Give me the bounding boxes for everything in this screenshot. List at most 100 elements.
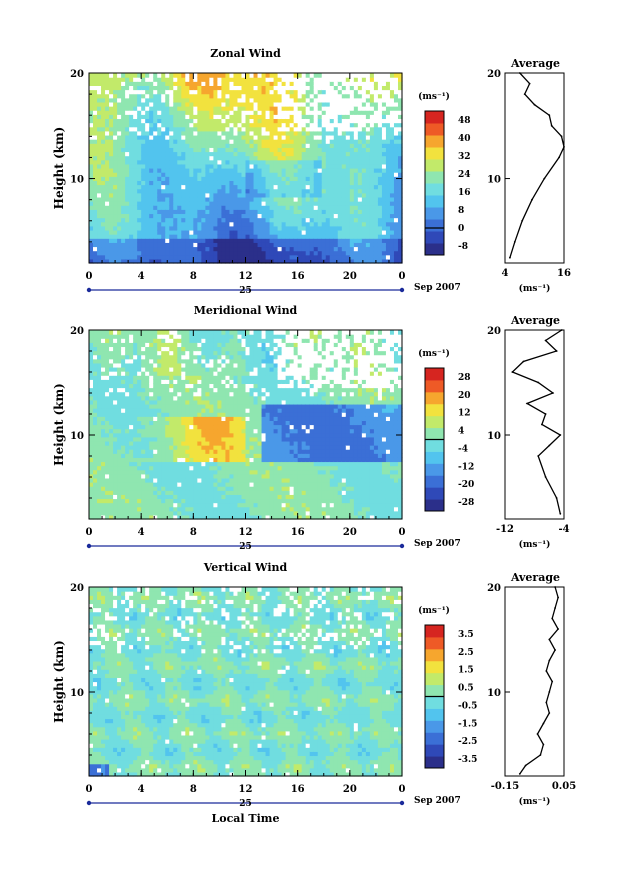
heatmap-cell bbox=[141, 143, 146, 148]
heatmap-cell bbox=[237, 77, 243, 82]
heatmap-cell bbox=[141, 97, 146, 103]
heatmap-cell bbox=[301, 176, 307, 181]
heatmap-cell bbox=[325, 106, 331, 111]
heatmap-cell bbox=[101, 139, 106, 144]
heatmap-cell bbox=[93, 159, 98, 165]
heatmap-cell bbox=[149, 172, 154, 177]
heatmap-cell bbox=[385, 225, 391, 231]
heatmap-cell bbox=[261, 163, 267, 169]
heatmap-cell bbox=[205, 110, 210, 115]
heatmap-cell bbox=[205, 209, 210, 215]
heatmap-cell bbox=[105, 184, 110, 190]
heatmap-cell bbox=[153, 465, 158, 471]
heatmap-cell bbox=[193, 498, 198, 504]
heatmap-cell bbox=[149, 97, 154, 103]
heatmap-cell bbox=[337, 85, 343, 91]
heatmap-cell bbox=[257, 242, 263, 248]
heatmap-cell bbox=[137, 180, 142, 186]
heatmap-cell bbox=[317, 101, 323, 107]
heatmap-cell bbox=[181, 428, 186, 434]
heatmap-cell bbox=[325, 110, 331, 115]
heatmap-cell bbox=[285, 81, 291, 86]
heatmap-cell bbox=[153, 383, 158, 389]
heatmap-cell bbox=[177, 424, 182, 430]
heatmap-cell bbox=[273, 229, 279, 235]
heatmap-cell bbox=[237, 242, 243, 248]
heatmap-cell bbox=[245, 201, 251, 206]
heatmap-cell bbox=[101, 246, 106, 252]
heatmap-cell bbox=[329, 176, 335, 181]
heatmap-cell bbox=[89, 234, 94, 239]
heatmap-cell bbox=[153, 225, 158, 231]
heatmap-cell bbox=[289, 209, 295, 215]
heatmap-cell bbox=[213, 77, 219, 82]
heatmap-cell bbox=[181, 225, 186, 231]
heatmap-cell bbox=[277, 172, 283, 177]
heatmap-cell bbox=[93, 383, 98, 389]
heatmap-cell bbox=[93, 506, 98, 512]
heatmap-cell bbox=[293, 250, 299, 256]
heatmap-cell bbox=[225, 168, 231, 173]
heatmap-cell bbox=[113, 114, 118, 120]
heatmap-cell bbox=[357, 192, 363, 198]
heatmap-cell bbox=[97, 416, 102, 421]
heatmap-cell bbox=[345, 168, 351, 173]
heatmap-cell bbox=[201, 213, 206, 219]
heatmap-cell bbox=[269, 242, 275, 248]
heatmap-cell bbox=[153, 482, 158, 487]
colorbar-swatch bbox=[425, 219, 444, 232]
heatmap-cell bbox=[237, 254, 243, 260]
heatmap-cell bbox=[169, 490, 174, 495]
heatmap-cell bbox=[397, 81, 403, 86]
heatmap-cell bbox=[229, 163, 235, 169]
heatmap-cell bbox=[365, 229, 371, 235]
heatmap-cell bbox=[93, 213, 98, 219]
heatmap-cell bbox=[169, 172, 174, 177]
heatmap-cell bbox=[117, 205, 122, 210]
heatmap-cell bbox=[137, 379, 142, 385]
heatmap-cell bbox=[209, 110, 214, 115]
heatmap-cell bbox=[193, 192, 198, 198]
heatmap-cell bbox=[265, 81, 271, 86]
heatmap-cell bbox=[129, 163, 134, 169]
heatmap-cell bbox=[185, 338, 190, 343]
heatmap-cell bbox=[325, 155, 331, 161]
heatmap-cell bbox=[297, 168, 303, 173]
heatmap-cell bbox=[197, 338, 202, 343]
heatmap-cell bbox=[209, 159, 214, 165]
heatmap-cell bbox=[181, 122, 186, 128]
heatmap-cell bbox=[269, 168, 275, 173]
heatmap-cell bbox=[157, 221, 162, 227]
heatmap-cell bbox=[133, 440, 138, 446]
heatmap-cell bbox=[221, 151, 227, 157]
heatmap-cell bbox=[229, 213, 235, 219]
heatmap-cell bbox=[169, 258, 174, 264]
heatmap-cell bbox=[193, 449, 198, 454]
heatmap-cell bbox=[105, 155, 110, 161]
heatmap-cell bbox=[265, 126, 271, 132]
heatmap-cell bbox=[361, 217, 367, 223]
heatmap-cell bbox=[153, 362, 158, 368]
heatmap-cell bbox=[125, 217, 130, 223]
heatmap-cell bbox=[389, 106, 395, 111]
heatmap-cell bbox=[145, 453, 150, 458]
heatmap-cell bbox=[133, 155, 138, 161]
heatmap-cell bbox=[157, 350, 162, 356]
heatmap-cell bbox=[161, 130, 166, 136]
heatmap-cell bbox=[89, 358, 94, 364]
heatmap-cell bbox=[261, 77, 267, 82]
heatmap-cell bbox=[269, 196, 275, 202]
heatmap-cell bbox=[217, 89, 223, 95]
heatmap-cell bbox=[357, 176, 363, 181]
heatmap-cell bbox=[173, 205, 178, 210]
heatmap-cell bbox=[145, 494, 150, 500]
heatmap-cell bbox=[173, 168, 178, 173]
heatmap-cell bbox=[229, 258, 235, 264]
heatmap-cell bbox=[101, 473, 106, 479]
heatmap-cell bbox=[365, 205, 371, 210]
heatmap-cell bbox=[169, 383, 174, 389]
heatmap-cell bbox=[173, 172, 178, 177]
heatmap-cell bbox=[253, 151, 259, 157]
heatmap-cell bbox=[185, 209, 190, 215]
heatmap-cell bbox=[273, 143, 279, 148]
